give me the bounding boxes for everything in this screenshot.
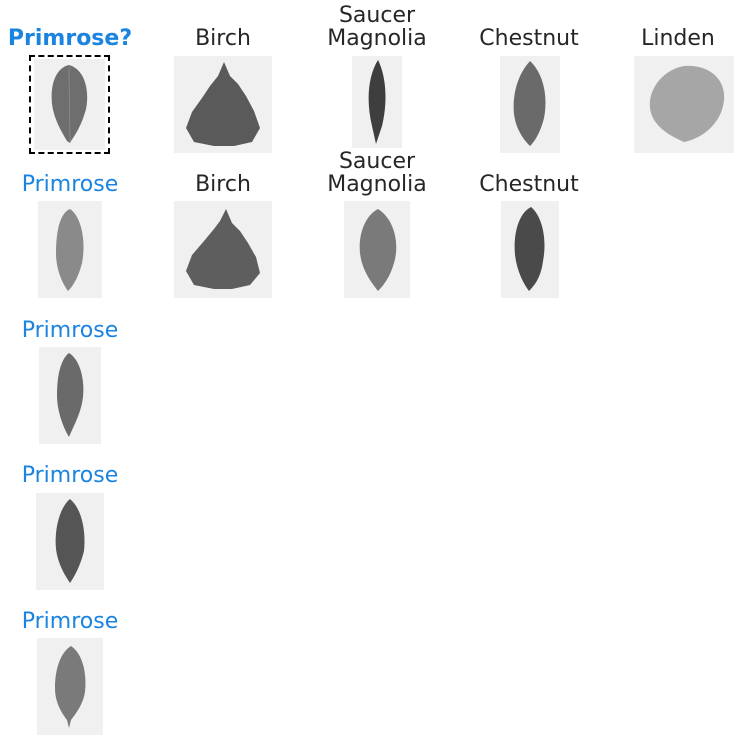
result-label: Linden	[641, 26, 715, 51]
result-label: Chestnut	[479, 172, 579, 197]
result-cell-primrose: Primrose	[0, 437, 140, 597]
result-label: Primrose	[21, 318, 119, 343]
query-cell: Primrose?	[0, 0, 140, 160]
result-label: Primrose	[21, 463, 119, 488]
leaf-image[interactable]	[38, 201, 102, 298]
result-label: Birch	[195, 26, 251, 51]
result-label: Chestnut	[479, 26, 579, 51]
result-label: Birch	[195, 172, 251, 197]
leaf-image[interactable]	[39, 347, 101, 444]
result-cell-saucer-magnolia: Saucer Magnolia	[310, 0, 444, 160]
leaf-image[interactable]	[174, 56, 272, 153]
leaf-image[interactable]	[37, 638, 103, 735]
result-label-line2: Magnolia	[327, 26, 427, 51]
result-label-line2: Magnolia	[327, 172, 427, 197]
result-cell-saucer-magnolia: Saucer Magnolia	[310, 146, 444, 306]
result-label: Primrose	[21, 172, 119, 197]
result-label-line1: Saucer	[338, 3, 416, 28]
result-cell-primrose: Primrose	[0, 146, 140, 306]
leaf-image[interactable]	[36, 493, 104, 590]
result-cell-chestnut: Chestnut	[460, 0, 598, 160]
query-leaf-image[interactable]	[34, 59, 105, 150]
result-cell-primrose: Primrose	[0, 583, 140, 743]
result-cell-birch: Birch	[160, 146, 286, 306]
leaf-image[interactable]	[174, 201, 272, 298]
result-cell-chestnut: Chestnut	[460, 146, 598, 306]
result-label: Primrose	[21, 609, 119, 634]
leaf-image[interactable]	[501, 201, 559, 298]
query-label: Primrose?	[7, 26, 133, 51]
leaf-image[interactable]	[500, 56, 560, 153]
leaf-image[interactable]	[344, 201, 410, 298]
result-cell-primrose: Primrose	[0, 292, 140, 452]
result-cell-birch: Birch	[160, 0, 286, 160]
result-cell-linden: Linden	[614, 0, 742, 160]
leaf-image[interactable]	[352, 56, 402, 148]
result-label-line1: Saucer	[338, 149, 416, 174]
leaf-image[interactable]	[634, 56, 734, 153]
query-frame[interactable]	[29, 55, 110, 154]
